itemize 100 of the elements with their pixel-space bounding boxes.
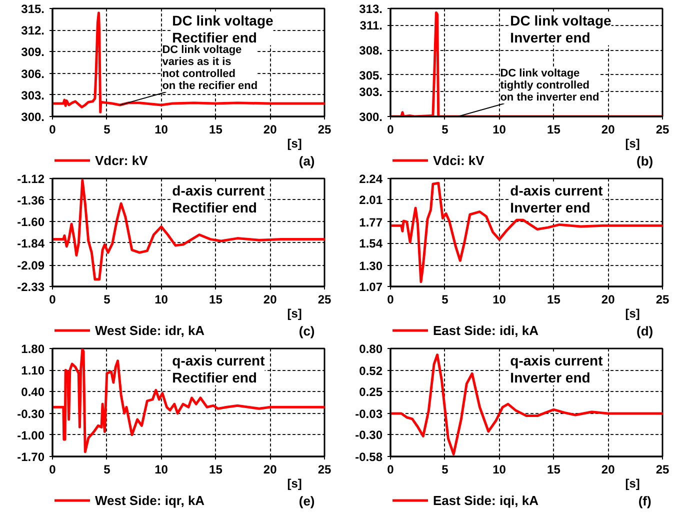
y-tick-label: 313. [359, 2, 383, 16]
y-tick-label: 1.10 [21, 364, 45, 378]
x-tick-label: 5 [442, 292, 449, 306]
y-tick-label: -2.33 [17, 280, 45, 294]
y-tick-label: -0.30 [17, 406, 45, 421]
y-tick-label: 308. [359, 44, 383, 58]
x-tick-label: 20 [263, 122, 278, 136]
x-tick-label: 5 [104, 462, 111, 476]
x-axis-title: [s] [287, 306, 302, 320]
x-tick-label: 15 [547, 122, 561, 136]
y-tick-label: 1.30 [359, 258, 383, 273]
y-tick-label: 0.40 [21, 385, 45, 400]
x-tick-label: 20 [601, 292, 616, 306]
y-tick-label: 312. [21, 24, 45, 38]
x-tick-label: 0 [49, 122, 56, 136]
y-tick-label: -2.09 [17, 258, 45, 273]
legend-label: West Side: idr, kA [95, 322, 205, 338]
text: (a) [298, 154, 315, 168]
x-tick-label: 5 [442, 122, 449, 136]
y-tick-label: -0.30 [355, 428, 383, 442]
y-tick-label: -0.58 [355, 450, 383, 464]
text: DC link voltage Rectifier end [172, 12, 274, 46]
y-tick-label: 303. [21, 88, 45, 102]
x-tick-label: 10 [492, 462, 506, 476]
annotation: DC link voltage varies as it is not controlled on the recifier end [162, 44, 258, 92]
y-tick-label: 1.80 [21, 342, 45, 356]
legend-label: Vdci: kV [433, 152, 484, 168]
legend-label: East Side: idi, kA [433, 322, 538, 338]
y-tick-label: 1.07 [359, 280, 383, 294]
x-tick-label: 10 [154, 462, 168, 476]
x-axis-title: [s] [287, 136, 302, 150]
text: (d) [636, 324, 654, 338]
y-tick-label: 0.52 [359, 364, 383, 378]
text: (f) [638, 494, 652, 508]
x-axis-title: [s] [625, 476, 640, 490]
x-tick-label: 20 [601, 462, 616, 476]
x-tick-label: 15 [209, 122, 223, 136]
text: q-axis current Inverter end [510, 352, 604, 386]
y-tick-label: 315. [21, 2, 45, 16]
y-tick-label: 309. [21, 45, 45, 60]
x-tick-label: 20 [263, 292, 278, 306]
x-tick-label: 10 [492, 122, 506, 136]
y-tick-label: 306. [21, 66, 45, 81]
text: DC link voltage Inverter end [510, 12, 612, 46]
x-tick-label: 5 [442, 462, 449, 476]
text: (b) [636, 154, 654, 168]
y-tick-label: 2.24 [359, 172, 383, 186]
x-axis-title: [s] [625, 136, 640, 150]
x-tick-label: 0 [49, 462, 56, 476]
text: (c) [298, 324, 315, 338]
x-tick-label: 20 [263, 462, 278, 476]
y-tick-label: 2.01 [359, 193, 383, 208]
y-tick-label: 311. [360, 18, 383, 33]
x-tick-label: 10 [154, 292, 168, 306]
line-series [390, 11, 662, 116]
x-tick-label: 25 [656, 462, 670, 476]
text: q-axis current Rectifier end [172, 352, 266, 386]
legend-label: Vdcr: kV [95, 152, 148, 168]
y-tick-label: -1.00 [17, 428, 45, 442]
y-tick-label: 300. [21, 110, 45, 124]
x-tick-label: 0 [49, 292, 56, 306]
legend-label: West Side: iqr, kA [95, 492, 205, 508]
y-tick-label: -0.03 [355, 406, 383, 421]
text: d-axis current Inverter end [510, 182, 604, 216]
y-tick-label: 1.77 [359, 215, 383, 230]
y-tick-label: -1.70 [17, 450, 45, 464]
y-tick-label: -1.36 [17, 193, 45, 208]
x-tick-label: 10 [492, 292, 506, 306]
x-tick-label: 15 [209, 292, 223, 306]
x-tick-label: 0 [387, 462, 394, 476]
y-tick-label: 300. [359, 110, 383, 124]
line-series [52, 348, 324, 454]
legend-label: East Side: iqi, kA [433, 492, 538, 508]
annotation: DC link voltage tightly controlled on the inverter end [500, 68, 600, 104]
x-tick-label: 0 [387, 292, 394, 306]
x-tick-label: 15 [209, 462, 223, 476]
y-tick-label: 0.25 [359, 385, 383, 400]
x-axis-title: [s] [287, 476, 302, 490]
y-tick-label: 1.54 [359, 236, 383, 251]
x-tick-label: 25 [318, 462, 332, 476]
x-tick-label: 15 [547, 462, 561, 476]
x-tick-label: 5 [104, 122, 111, 136]
y-tick-label: 303. [359, 85, 383, 100]
x-tick-label: 25 [656, 122, 670, 136]
text: (e) [298, 494, 315, 508]
y-tick-label: 0.80 [359, 342, 383, 356]
line-series [52, 179, 324, 281]
x-tick-label: 25 [318, 292, 332, 306]
x-tick-label: 20 [601, 122, 616, 136]
x-tick-label: 5 [104, 292, 111, 306]
line-series [390, 182, 662, 284]
x-tick-label: 10 [154, 122, 168, 136]
y-tick-label: -1.12 [17, 172, 45, 186]
x-tick-label: 25 [656, 292, 670, 306]
x-tick-label: 15 [547, 292, 561, 306]
y-tick-label: 305. [359, 68, 383, 82]
line-series [52, 12, 324, 114]
x-tick-label: 25 [318, 122, 332, 136]
x-axis-title: [s] [625, 306, 640, 320]
text: d-axis current Rectifier end [172, 182, 266, 216]
